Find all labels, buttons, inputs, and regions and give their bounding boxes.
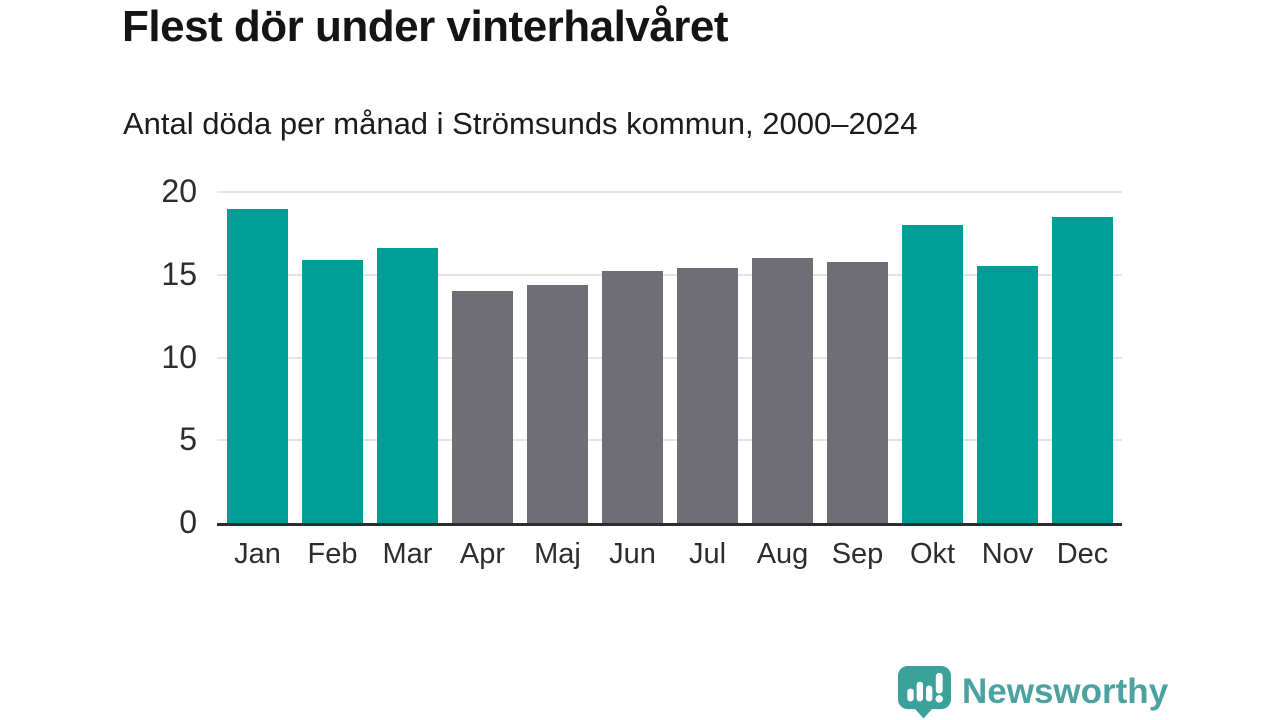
x-axis-label-dec: Dec xyxy=(1056,538,1109,570)
bar-maj xyxy=(527,284,588,523)
gridline-20 xyxy=(217,191,1122,193)
gridline-10 xyxy=(217,356,1122,359)
x-axis-label-jun: Jun xyxy=(609,538,656,570)
x-axis-label-jan: Jan xyxy=(234,538,281,570)
gridline-15 xyxy=(217,273,1122,276)
y-axis-tick-20: 20 xyxy=(161,173,197,209)
speech-bubble-shape xyxy=(897,665,952,719)
bar-aug xyxy=(752,258,813,523)
bar-apr xyxy=(452,291,513,523)
x-axis-label-feb: Feb xyxy=(307,538,358,570)
bar-okt xyxy=(902,225,963,523)
bar-feb xyxy=(302,259,363,523)
newsworthy-brand-text: Newsworthy xyxy=(962,672,1169,711)
x-axis-label-okt: Okt xyxy=(909,538,956,570)
chart-subtitle: Antal döda per månad i Strömsunds kommun… xyxy=(123,106,918,141)
y-axis-tick-5: 5 xyxy=(179,421,197,458)
bar-jun xyxy=(602,271,663,523)
x-axis-label-jul: Jul xyxy=(688,538,727,570)
x-axis-label-sep: Sep xyxy=(831,538,884,570)
bar-dec xyxy=(1052,216,1113,523)
bar-chart-speech-bubble-icon xyxy=(897,665,952,719)
bar-jul xyxy=(677,268,738,523)
y-axis-tick-10: 10 xyxy=(161,338,197,375)
bar-nov xyxy=(977,266,1038,523)
plot-area xyxy=(217,191,1122,526)
bar-mar xyxy=(377,248,438,523)
x-axis: Jan Feb Mar Apr Maj Jun Jul Aug Sep Okt Nov Dec xyxy=(217,538,1122,571)
y-axis-tick-0: 0 xyxy=(179,504,197,540)
bar-jan xyxy=(227,208,288,523)
x-axis-label-mar: Mar xyxy=(382,538,433,570)
y-axis-tick-15: 15 xyxy=(161,255,197,292)
x-axis-label-nov: Nov xyxy=(981,538,1034,570)
x-axis-label-maj: Maj xyxy=(534,538,581,570)
chart-title: Flest dör under vinterhalvåret xyxy=(122,2,729,51)
y-axis: 0 5 10 15 20 xyxy=(97,175,197,538)
x-axis-label-apr: Apr xyxy=(459,538,506,570)
gridline-5 xyxy=(217,439,1122,442)
bars-row xyxy=(217,192,1122,523)
x-axis-label-aug: Aug xyxy=(756,538,809,570)
bar-sep xyxy=(827,261,888,523)
brand-footer: Newsworthy xyxy=(897,664,1168,720)
